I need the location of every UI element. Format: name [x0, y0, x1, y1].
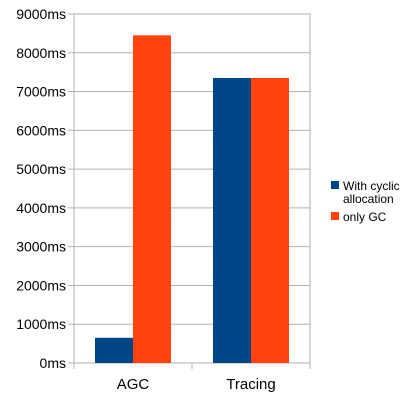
y-tick-label: 7000ms	[16, 84, 66, 100]
legend-swatch	[331, 212, 339, 220]
y-tick-label: 2000ms	[16, 277, 66, 293]
y-tick-label: 4000ms	[16, 200, 66, 216]
y-tick-label: 8000ms	[16, 45, 66, 61]
y-tick-label: 3000ms	[16, 239, 66, 255]
bar	[251, 77, 289, 363]
x-axis: AGC Tracing	[73, 363, 311, 393]
y-tick-label: 0ms	[40, 355, 66, 371]
bar	[213, 77, 251, 363]
bar	[95, 337, 133, 363]
y-tick-label: 1000ms	[16, 316, 66, 332]
legend-label: allocation	[343, 192, 394, 206]
x-tick-label: Tracing	[226, 376, 275, 393]
x-tick-label: AGC	[117, 376, 150, 393]
legend-swatch	[331, 181, 339, 189]
legend-label: With cyclic	[343, 179, 400, 193]
bar	[133, 35, 171, 363]
y-tick-label: 5000ms	[16, 161, 66, 177]
y-axis: 0ms 1000ms 2000ms 3000ms 4000ms 5000ms 6000ms 7…	[16, 6, 74, 371]
bars	[95, 35, 289, 363]
y-tick-label: 6000ms	[16, 122, 66, 138]
y-tick-label: 9000ms	[16, 6, 66, 22]
legend-label: only GC	[343, 210, 387, 224]
